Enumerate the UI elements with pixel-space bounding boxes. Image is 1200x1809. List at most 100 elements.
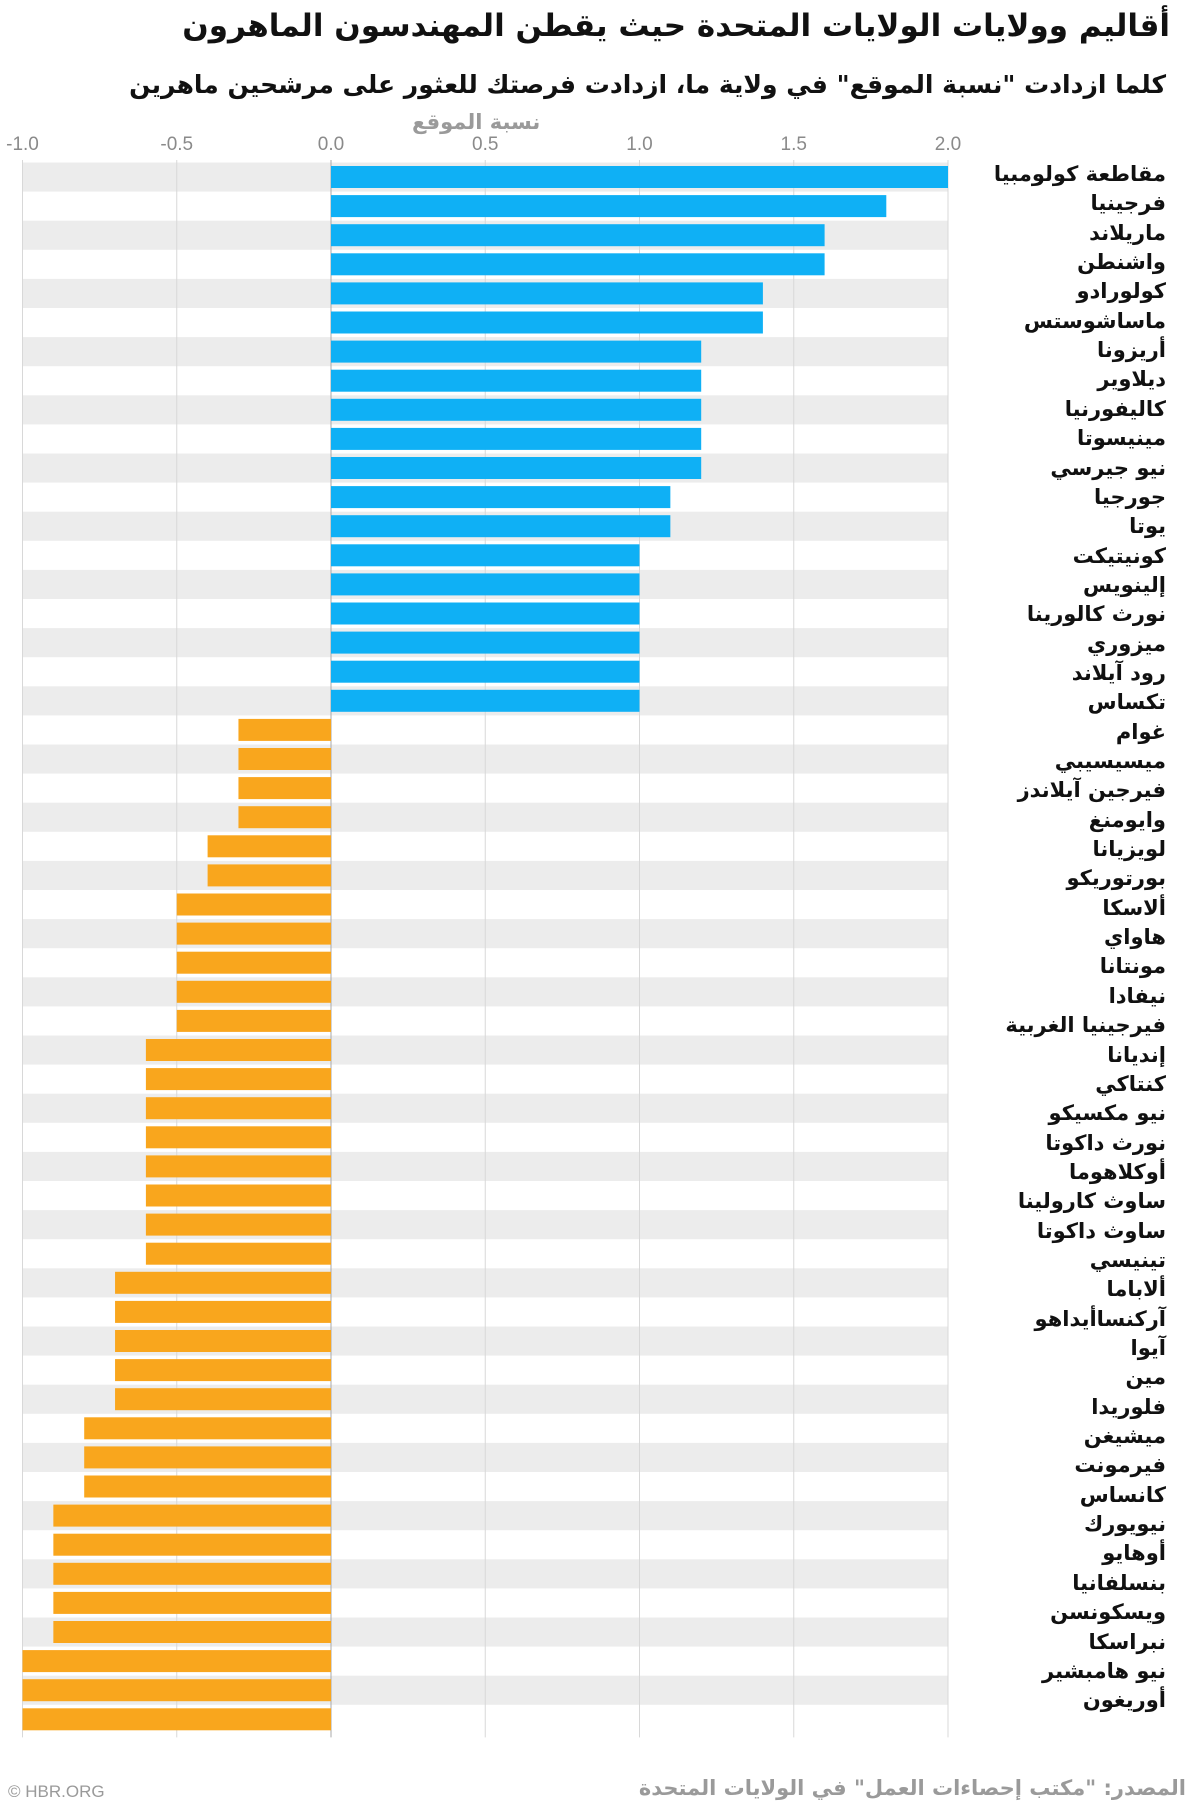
bar xyxy=(53,1533,331,1556)
bar xyxy=(84,1475,331,1498)
bar xyxy=(331,282,763,305)
bar xyxy=(331,340,702,363)
bar xyxy=(22,1708,331,1731)
bar xyxy=(238,718,331,741)
bar xyxy=(331,166,948,188)
category-label: ماريلاند xyxy=(1089,220,1166,245)
category-label: ميسيسيبي xyxy=(1054,749,1166,773)
bar xyxy=(22,1679,331,1702)
category-label: آيوا xyxy=(1130,1336,1166,1360)
bar xyxy=(331,195,887,218)
category-label: نيو مكسيكو xyxy=(1048,1101,1166,1126)
bar xyxy=(145,1097,331,1120)
category-label: كانساس xyxy=(1079,1482,1166,1507)
bar xyxy=(331,311,763,334)
category-label: أوكلاهوما xyxy=(1068,1159,1166,1184)
bar xyxy=(238,777,331,800)
category-label: جورجيا xyxy=(1094,484,1166,509)
bar xyxy=(331,660,640,683)
bar xyxy=(145,1213,331,1236)
category-label: نورث كالورينا xyxy=(1026,602,1166,627)
bar xyxy=(331,631,640,654)
category-label: وايومنغ xyxy=(1088,807,1166,832)
category-label: بنسلفانيا xyxy=(1072,1570,1166,1595)
bar xyxy=(53,1591,331,1614)
category-label: ألاسكا xyxy=(1102,895,1166,920)
x-tick-label: -0.5 xyxy=(160,134,194,155)
category-label: ديلاوير xyxy=(1097,367,1166,392)
category-label: أوريغون xyxy=(1082,1688,1166,1713)
category-label: نيويورك xyxy=(1083,1512,1166,1537)
bar xyxy=(238,806,331,829)
bar xyxy=(145,1242,331,1265)
bar xyxy=(115,1359,331,1382)
bar xyxy=(145,1155,331,1178)
bar xyxy=(331,398,702,421)
category-label: ماساشوستس xyxy=(1023,308,1166,333)
category-label: غوام xyxy=(1115,719,1166,744)
category-label: كولورادو xyxy=(1076,279,1166,304)
x-tick-label: 0.0 xyxy=(317,134,345,155)
bar xyxy=(176,893,331,916)
category-label: يوتا xyxy=(1129,514,1166,539)
category-label: فرجينيا xyxy=(1090,191,1166,216)
bar xyxy=(145,1184,331,1207)
bar xyxy=(331,544,640,567)
bar xyxy=(145,1126,331,1149)
bar xyxy=(53,1504,331,1527)
category-label: ساوث داكوتا xyxy=(1036,1218,1166,1243)
category-label: نورث داكوتا xyxy=(1045,1130,1166,1155)
bar xyxy=(84,1417,331,1440)
x-axis-title: نسبة الموقع xyxy=(412,110,541,134)
bar xyxy=(331,486,671,509)
category-label: كونيتيكت xyxy=(1072,543,1166,568)
bar xyxy=(331,689,640,712)
bar xyxy=(331,602,640,625)
category-label: فيرمونت xyxy=(1074,1453,1166,1478)
category-label: تينيسي xyxy=(1089,1247,1166,1272)
bar xyxy=(331,369,702,392)
bar xyxy=(331,427,702,450)
bar xyxy=(176,980,331,1003)
bar xyxy=(53,1562,331,1585)
x-tick-label: -1.0 xyxy=(6,134,39,155)
bar xyxy=(22,1650,331,1673)
bar xyxy=(331,515,671,538)
category-label: ميزوري xyxy=(1086,631,1166,656)
category-label: أوهايو xyxy=(1102,1541,1166,1566)
bar xyxy=(331,253,825,276)
category-label: فيرجين آيلاندز xyxy=(1017,778,1166,803)
category-label: مونتانا xyxy=(1099,954,1166,979)
x-tick-label: 2.0 xyxy=(934,134,962,155)
bar xyxy=(207,835,331,858)
category-label: ميشيغن xyxy=(1083,1424,1166,1449)
category-label: فيرجينيا الغربية xyxy=(1005,1013,1166,1038)
category-label: نيفادا xyxy=(1108,983,1166,1008)
category-label: فلوريدا xyxy=(1091,1394,1166,1419)
category-label: نيو جيرسي xyxy=(1050,455,1166,480)
bar xyxy=(115,1388,331,1411)
category-label: ألاباما xyxy=(1106,1277,1167,1302)
chart-title: أقاليم وولايات الولايات المتحدة حيث يقطن… xyxy=(182,8,1170,44)
category-label: تكساس xyxy=(1087,690,1166,715)
category-label: ويسكونسن xyxy=(1050,1600,1166,1625)
category-label: كاليفورنيا xyxy=(1064,396,1166,421)
source-note: المصدر: "مكتب إحصاءات العمل" في الولايات… xyxy=(638,1776,1186,1800)
bar xyxy=(207,864,331,887)
bar xyxy=(115,1300,331,1323)
category-label: مينيسوتا xyxy=(1076,426,1166,451)
bar xyxy=(145,1039,331,1061)
category-label: إلينويس xyxy=(1083,572,1166,597)
category-label: مين xyxy=(1125,1365,1166,1390)
category-label: أريزونا xyxy=(1096,338,1166,363)
category-label: هاواي xyxy=(1104,925,1166,950)
category-label: بورتوريكو xyxy=(1066,866,1166,891)
bar xyxy=(84,1446,331,1469)
bar xyxy=(115,1271,331,1294)
bar xyxy=(331,224,825,247)
category-label: رود آيلاند xyxy=(1071,660,1166,685)
x-tick-label: 1.0 xyxy=(626,134,653,155)
category-label: لويزيانا xyxy=(1092,837,1166,862)
bar xyxy=(176,1009,331,1032)
